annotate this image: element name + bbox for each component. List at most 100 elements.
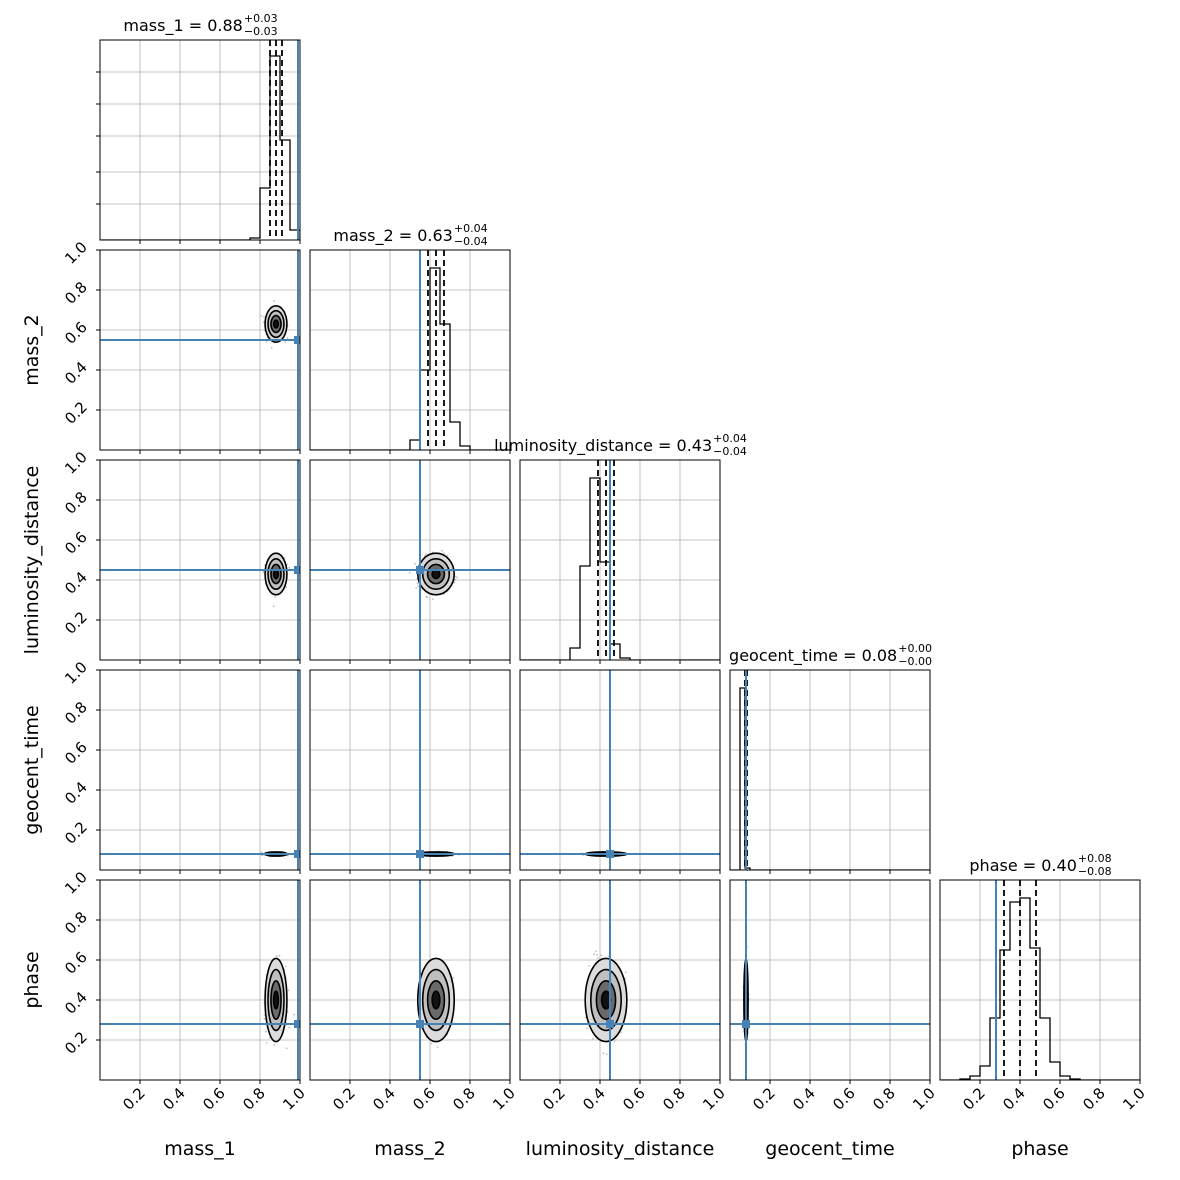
- truth-marker: [294, 336, 300, 344]
- sample-point: [265, 1041, 268, 1044]
- panel-mass_2-vs-mass_2: [309, 249, 511, 454]
- sample-point: [288, 566, 291, 569]
- panel-frame: [99, 39, 301, 241]
- sample-point: [424, 553, 427, 555]
- histogram-luminosity_distance: [520, 477, 720, 660]
- panel-geocent_time-vs-geocent_time: [729, 669, 931, 874]
- sample-point: [287, 989, 290, 992]
- panel-frame: [309, 669, 511, 871]
- sample-point: [443, 552, 445, 555]
- sample-point: [273, 300, 276, 302]
- panel-frame: [99, 459, 301, 661]
- tick-marks: [559, 1080, 721, 1084]
- sample-point: [597, 957, 599, 959]
- panel-luminosity_distance-vs-luminosity_distance: [519, 459, 721, 664]
- tick-marks: [559, 870, 721, 874]
- sample-point: [592, 1037, 594, 1040]
- panel-content: [100, 670, 300, 870]
- tick-marks: [769, 870, 931, 874]
- sample-point: [273, 1043, 276, 1046]
- panel-content: [520, 460, 720, 660]
- panel-frame: [309, 459, 511, 661]
- contour-level-4: [431, 990, 441, 1010]
- panel-frame: [99, 249, 301, 451]
- sample-point: [264, 1030, 267, 1033]
- panel-content: [100, 880, 300, 1080]
- panel-frame: [729, 669, 931, 871]
- panel-content: [520, 880, 720, 1080]
- sample-point: [586, 1027, 588, 1030]
- truth-marker: [416, 1020, 424, 1028]
- grid-lines: [310, 250, 511, 450]
- sample-point: [584, 1016, 587, 1019]
- tick-marks: [349, 660, 511, 664]
- sample-point: [416, 582, 419, 585]
- panel-frame: [519, 879, 721, 1081]
- sample-point: [286, 337, 289, 339]
- sample-point: [283, 556, 286, 559]
- histogram-mass_2: [310, 267, 510, 450]
- sample-point: [593, 953, 596, 956]
- panel-geocent_time-vs-mass_2: [309, 669, 511, 874]
- truth-marker: [606, 1020, 614, 1028]
- sample-point: [263, 316, 265, 318]
- sample-point: [278, 954, 281, 957]
- tick-marks: [96, 249, 301, 454]
- panel-phase-vs-geocent_time: [729, 879, 931, 1084]
- panel-frame: [99, 669, 301, 871]
- sample-point: [620, 1031, 622, 1034]
- sample-point: [263, 1013, 266, 1016]
- panel-content: [310, 460, 510, 660]
- panels-layer: [96, 39, 1141, 1084]
- grid-lines: [730, 670, 931, 870]
- sample-point: [596, 953, 598, 956]
- panel-mass_1-vs-mass_1: [96, 39, 301, 244]
- tick-marks: [96, 879, 301, 1084]
- truth-marker: [416, 850, 424, 858]
- sample-point: [284, 965, 287, 968]
- grid-lines: [520, 460, 721, 660]
- panel-frame: [309, 879, 511, 1081]
- panel-phase-vs-luminosity_distance: [519, 879, 721, 1084]
- sample-point: [270, 346, 273, 349]
- panel-content: [100, 460, 300, 660]
- grid-lines: [310, 879, 511, 1080]
- truth-marker: [294, 566, 300, 574]
- grid-lines: [310, 669, 511, 870]
- truth-marker: [416, 566, 424, 574]
- sample-point: [446, 554, 449, 557]
- truth-marker: [294, 850, 300, 858]
- sample-point: [284, 341, 287, 343]
- tick-marks: [96, 669, 301, 874]
- sample-point: [272, 605, 275, 608]
- panel-content: [310, 250, 510, 450]
- sample-point: [265, 340, 268, 343]
- contour-level-4: [272, 990, 280, 1010]
- sample-point: [260, 851, 263, 854]
- panel-content: [310, 880, 510, 1080]
- tick-marks: [96, 71, 301, 244]
- panel-frame: [519, 459, 721, 661]
- sample-point: [455, 576, 458, 579]
- grid-lines: [100, 669, 301, 870]
- tick-marks: [349, 1080, 511, 1084]
- sample-point: [595, 950, 597, 953]
- sample-point: [453, 581, 456, 584]
- panel-content: [520, 670, 720, 870]
- tick-marks: [96, 459, 301, 664]
- tick-marks: [559, 660, 721, 664]
- sample-point: [602, 1052, 605, 1054]
- panel-phase-vs-mass_2: [309, 879, 511, 1084]
- sample-point: [260, 315, 263, 317]
- grid-lines: [730, 879, 931, 1080]
- sample-point: [285, 586, 287, 589]
- sample-point: [293, 1013, 295, 1016]
- panel-mass_2-vs-mass_1: [96, 249, 301, 454]
- sample-point: [431, 598, 434, 601]
- panel-frame: [309, 249, 511, 451]
- panel-luminosity_distance-vs-mass_1: [96, 459, 301, 664]
- sample-point: [275, 955, 278, 958]
- sample-point: [408, 571, 411, 574]
- truth-marker: [294, 1020, 300, 1028]
- sample-point: [425, 595, 428, 598]
